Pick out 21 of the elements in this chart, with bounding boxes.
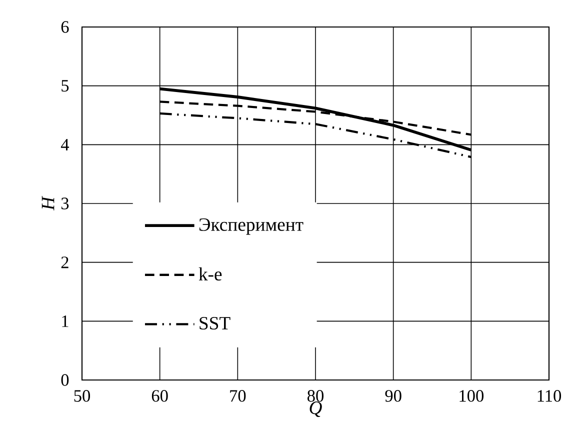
x-tick-label: 60 bbox=[152, 390, 168, 402]
x-tick-label: 90 bbox=[385, 390, 402, 402]
line-series bbox=[158, 112, 472, 158]
y-axis-title: H bbox=[42, 196, 54, 210]
x-tick-label: 70 bbox=[230, 390, 246, 402]
x-tick-label: 50 bbox=[74, 390, 90, 402]
x-tick-label: 100 bbox=[460, 390, 484, 402]
x-tick-label: 80 bbox=[308, 390, 324, 402]
x-axis-title: Q bbox=[310, 402, 322, 417]
y-tick-label: 2 bbox=[61, 256, 68, 268]
y-tick-label: 5 bbox=[62, 80, 69, 92]
y-tick-label: 0 bbox=[61, 374, 69, 386]
legend-label: SST bbox=[200, 317, 230, 330]
y-tick-label: 1 bbox=[62, 315, 68, 327]
legend-label: Эксперимент bbox=[199, 218, 304, 235]
legend-label: k-e bbox=[198, 267, 222, 281]
x-tick-label: 110 bbox=[538, 390, 562, 402]
y-tick-label: 6 bbox=[61, 21, 69, 33]
y-tick-label: 4 bbox=[60, 138, 70, 150]
y-tick-label: 3 bbox=[61, 198, 69, 210]
line-series bbox=[158, 87, 473, 152]
